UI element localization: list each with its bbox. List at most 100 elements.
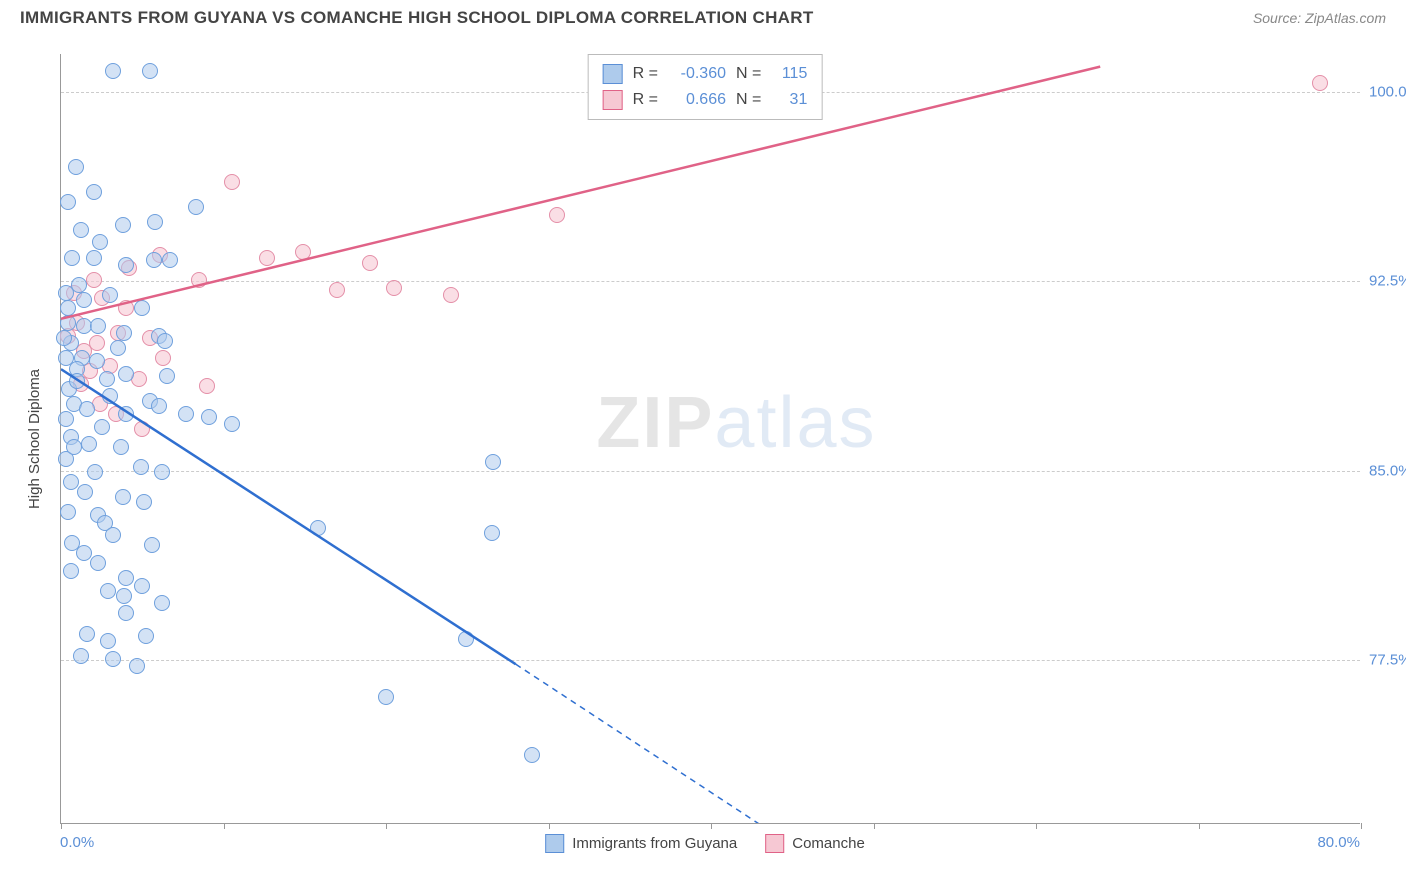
scatter-point-guyana	[77, 484, 93, 500]
scatter-point-comanche	[443, 287, 459, 303]
scatter-point-guyana	[378, 689, 394, 705]
scatter-point-comanche	[86, 272, 102, 288]
scatter-point-guyana	[151, 398, 167, 414]
watermark: ZIPatlas	[596, 382, 876, 464]
source-label: Source: ZipAtlas.com	[1253, 10, 1386, 26]
scatter-point-guyana	[58, 411, 74, 427]
scatter-point-guyana	[60, 504, 76, 520]
scatter-point-guyana	[133, 459, 149, 475]
swatch-pink	[765, 834, 784, 853]
x-tick	[549, 823, 550, 829]
scatter-point-guyana	[115, 217, 131, 233]
scatter-point-guyana	[146, 252, 162, 268]
x-tick	[1361, 823, 1362, 829]
swatch-pink	[603, 90, 623, 110]
scatter-point-guyana	[134, 578, 150, 594]
scatter-point-guyana	[102, 388, 118, 404]
scatter-point-guyana	[524, 747, 540, 763]
scatter-point-guyana	[178, 406, 194, 422]
gridline-h	[61, 471, 1360, 472]
scatter-point-guyana	[89, 353, 105, 369]
scatter-point-comanche	[386, 280, 402, 296]
scatter-point-guyana	[105, 63, 121, 79]
scatter-point-guyana	[64, 250, 80, 266]
scatter-point-comanche	[259, 250, 275, 266]
y-tick-label: 100.0%	[1361, 83, 1406, 100]
scatter-point-comanche	[89, 335, 105, 351]
scatter-point-comanche	[155, 350, 171, 366]
y-tick-label: 85.0%	[1361, 462, 1406, 479]
scatter-point-guyana	[60, 315, 76, 331]
legend-series: Immigrants from Guyana Comanche	[545, 834, 865, 853]
scatter-point-guyana	[118, 257, 134, 273]
legend-correlation: R = -0.360 N = 115 R = 0.666 N = 31	[588, 54, 823, 120]
x-tick	[1199, 823, 1200, 829]
scatter-point-guyana	[115, 489, 131, 505]
scatter-point-guyana	[144, 537, 160, 553]
scatter-point-guyana	[63, 474, 79, 490]
x-tick	[61, 823, 62, 829]
scatter-point-guyana	[484, 525, 500, 541]
scatter-point-guyana	[66, 439, 82, 455]
scatter-point-guyana	[138, 628, 154, 644]
scatter-point-guyana	[60, 300, 76, 316]
y-axis-title: High School Diploma	[26, 369, 43, 509]
scatter-point-comanche	[199, 378, 215, 394]
scatter-point-guyana	[116, 325, 132, 341]
scatter-point-guyana	[100, 583, 116, 599]
plot-area: ZIPatlas 77.5%85.0%92.5%100.0%	[60, 54, 1360, 824]
scatter-point-guyana	[159, 368, 175, 384]
scatter-point-guyana	[87, 464, 103, 480]
scatter-point-guyana	[79, 401, 95, 417]
trend-lines	[61, 54, 1360, 823]
x-tick	[711, 823, 712, 829]
scatter-point-guyana	[69, 373, 85, 389]
scatter-point-guyana	[134, 300, 150, 316]
x-tick	[874, 823, 875, 829]
scatter-point-guyana	[63, 563, 79, 579]
scatter-point-guyana	[136, 494, 152, 510]
scatter-point-guyana	[113, 439, 129, 455]
scatter-point-guyana	[86, 250, 102, 266]
chart-title: IMMIGRANTS FROM GUYANA VS COMANCHE HIGH …	[20, 8, 814, 28]
scatter-point-guyana	[110, 340, 126, 356]
scatter-point-guyana	[224, 416, 240, 432]
legend-row-blue: R = -0.360 N = 115	[603, 61, 808, 87]
scatter-point-guyana	[68, 159, 84, 175]
scatter-point-guyana	[310, 520, 326, 536]
scatter-point-guyana	[129, 658, 145, 674]
scatter-point-guyana	[118, 406, 134, 422]
gridline-h	[61, 660, 1360, 661]
legend-row-pink: R = 0.666 N = 31	[603, 87, 808, 113]
scatter-point-comanche	[329, 282, 345, 298]
scatter-point-guyana	[458, 631, 474, 647]
scatter-point-guyana	[105, 527, 121, 543]
scatter-point-guyana	[154, 464, 170, 480]
scatter-point-comanche	[191, 272, 207, 288]
y-tick-label: 77.5%	[1361, 651, 1406, 668]
scatter-point-guyana	[86, 184, 102, 200]
scatter-point-guyana	[94, 419, 110, 435]
scatter-point-guyana	[76, 318, 92, 334]
scatter-point-guyana	[105, 651, 121, 667]
scatter-point-guyana	[90, 555, 106, 571]
scatter-point-guyana	[92, 234, 108, 250]
scatter-point-comanche	[118, 300, 134, 316]
scatter-point-guyana	[147, 214, 163, 230]
scatter-point-guyana	[162, 252, 178, 268]
x-min-label: 0.0%	[60, 834, 94, 851]
scatter-point-guyana	[99, 371, 115, 387]
scatter-point-guyana	[142, 63, 158, 79]
scatter-point-guyana	[201, 409, 217, 425]
scatter-point-guyana	[73, 648, 89, 664]
scatter-point-guyana	[118, 570, 134, 586]
scatter-point-comanche	[224, 174, 240, 190]
gridline-h	[61, 281, 1360, 282]
scatter-point-guyana	[81, 436, 97, 452]
x-tick	[386, 823, 387, 829]
scatter-point-guyana	[116, 588, 132, 604]
scatter-point-guyana	[56, 330, 72, 346]
legend-item-guyana: Immigrants from Guyana	[545, 834, 737, 853]
scatter-point-comanche	[134, 421, 150, 437]
scatter-point-comanche	[549, 207, 565, 223]
